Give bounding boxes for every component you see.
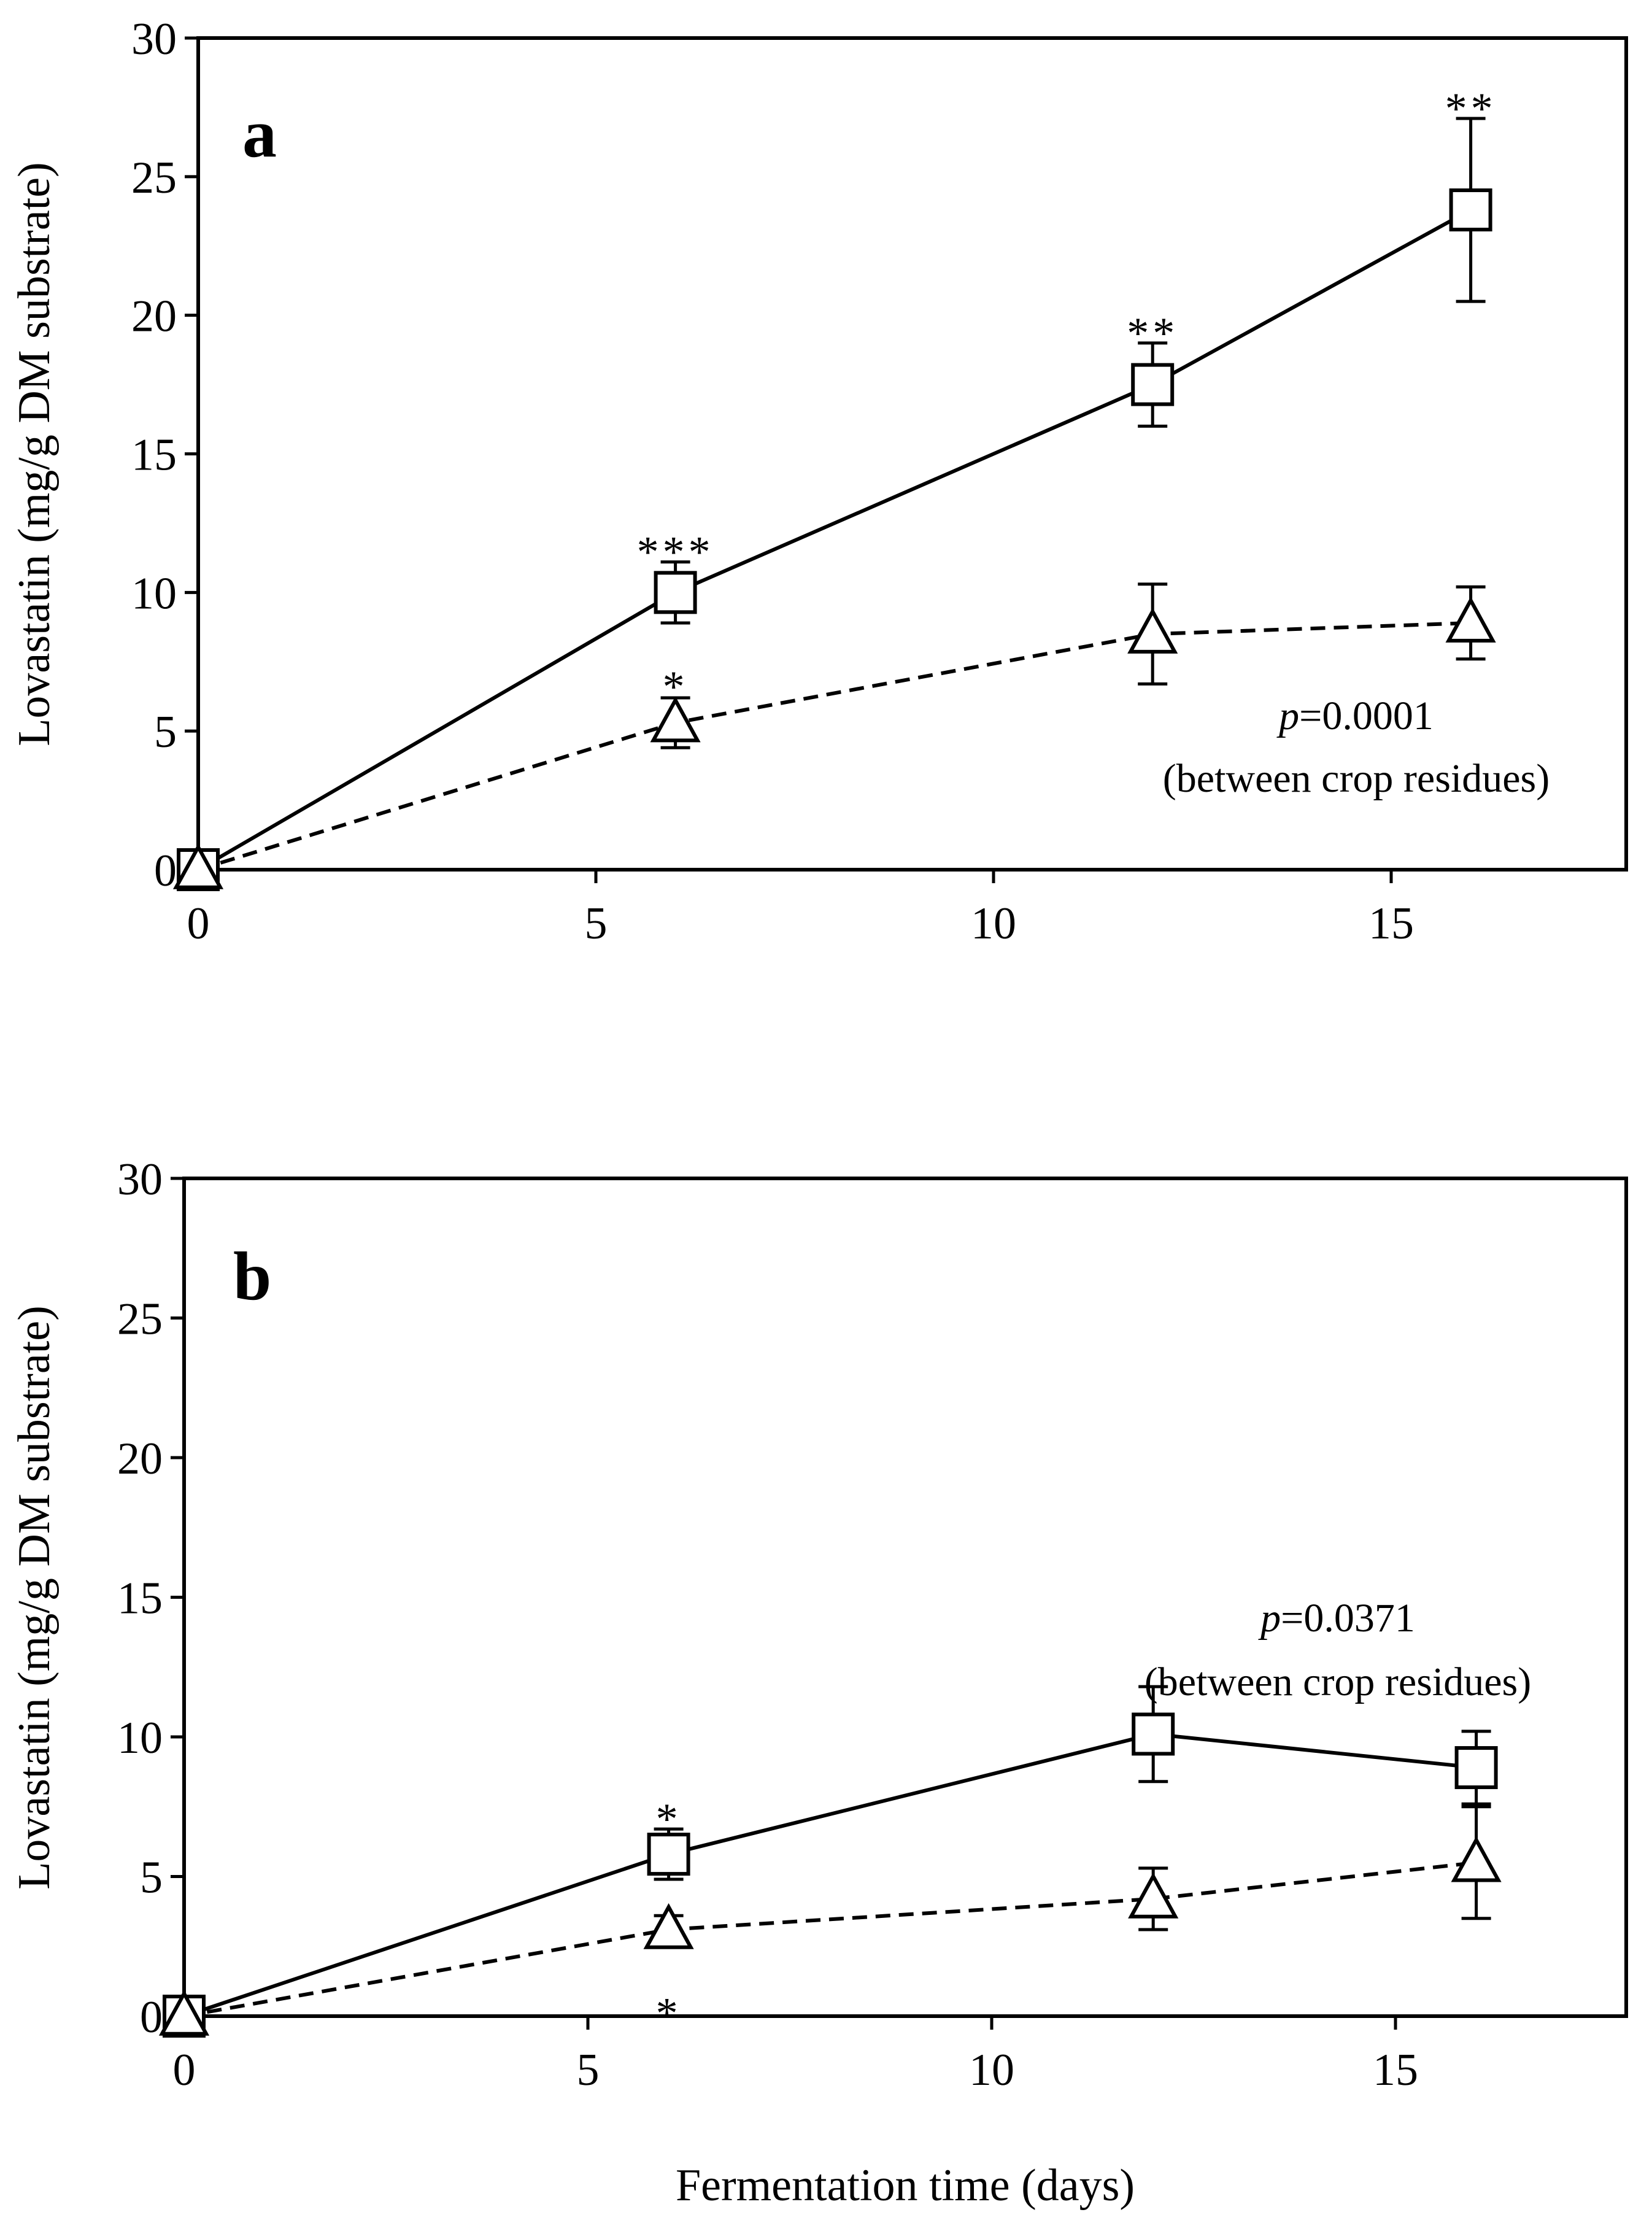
panel-b-p-value: p=0.0371 (1258, 1596, 1415, 1641)
panel-a-triangle-point (650, 696, 701, 743)
panel-a-square-point (654, 571, 697, 614)
panel-a-y-axis-title: Lovastatin (mg/g DM substrate) (9, 162, 60, 746)
panel-b-x-tick-label-15: 15 (1373, 2045, 1418, 2095)
panel-a-squares-significance-label: *** (637, 528, 714, 577)
panel-a-x-tick-label-10: 10 (971, 899, 1016, 949)
panel-b-p-note: (between crop residues) (1144, 1660, 1531, 1704)
panel-a-letter: a (242, 96, 277, 172)
panel-b-marks: ** (158, 1685, 1502, 2038)
panel-b-y-tick-label-30: 30 (117, 1154, 163, 1205)
panel-b-x-tick-label-0: 0 (173, 2045, 196, 2095)
panel-b-triangle-point (643, 1903, 694, 1949)
panel-b-square-point (1454, 1746, 1498, 1790)
panel-b-triangle-point (1451, 1836, 1502, 1882)
panel-a-p-symbol: p (1276, 694, 1299, 738)
panel-b-square-point (1132, 1712, 1175, 1756)
panel-a-y-tick-label-15: 15 (131, 430, 177, 481)
panel-a-y-tick-label-30: 30 (131, 14, 177, 64)
panel-a-y-tick-label-20: 20 (131, 292, 177, 342)
panel-b-y-tick-label-25: 25 (117, 1294, 163, 1345)
panel-b-y-tick-label-15: 15 (117, 1574, 163, 1624)
panel-b-square-point (647, 1833, 690, 1876)
panel-a-squares-significance-label: ** (1127, 309, 1178, 358)
panel-b-y-tick-label-5: 5 (140, 1853, 163, 1903)
panel-a-p-note: (between crop residues) (1163, 756, 1550, 801)
panel-b-x-tick-label-10: 10 (969, 2045, 1014, 2095)
panel-b-squares-significance-label: * (656, 1795, 682, 1844)
panel-a-squares-series-line (197, 208, 1472, 872)
panel-b-squares-series-line (183, 1732, 1476, 2018)
panel-a-square-point (1131, 363, 1175, 406)
panel-a-p-number: =0.0001 (1299, 694, 1434, 738)
panel-a-marks: ******** (172, 84, 1497, 891)
panel-a-ticks: 0 5 10 15 20 25 30 0 5 10 15 (131, 14, 1414, 949)
panel-a-y-tick-label-25: 25 (131, 153, 177, 203)
panel-b-triangle-point (1128, 1872, 1179, 1919)
panel-b-p-symbol: p (1258, 1596, 1281, 1641)
panel-b: b Lovastatin (mg/g DM substrate) p=0.037… (9, 1154, 1628, 2211)
panel-a-y-tick-label-10: 10 (131, 568, 177, 619)
panel-a-triangle-point (172, 843, 224, 889)
panel-b-triangles-series-line (183, 1860, 1476, 2018)
panel-b-x-axis-title: Fermentation time (days) (676, 2160, 1135, 2211)
panel-b-y-tick-label-20: 20 (117, 1434, 163, 1484)
panel-a-triangles-significance-label: * (663, 662, 689, 711)
panel-a-square-point (1449, 188, 1492, 232)
panel-a: a Lovastatin (mg/g DM substrate) p=0.000… (9, 14, 1628, 949)
panel-a-triangle-point (1127, 608, 1178, 654)
panel-b-triangles-significance-label: * (656, 1989, 682, 2038)
panel-b-letter: b (233, 1239, 271, 1315)
panel-a-y-tick-label-5: 5 (154, 707, 177, 757)
panel-a-x-tick-label-0: 0 (187, 899, 210, 949)
panel-a-triangles-series-line (198, 621, 1471, 872)
panel-a-triangle-point (1445, 596, 1496, 643)
panel-a-squares-significance-label: ** (1445, 84, 1497, 133)
panel-a-x-tick-label-5: 5 (585, 899, 608, 949)
panel-b-triangle-point (158, 1989, 210, 2036)
panel-a-p-value: p=0.0001 (1276, 694, 1434, 738)
panel-b-ticks: 0 5 10 15 20 25 30 0 5 10 15 (117, 1154, 1418, 2095)
panel-b-y-tick-label-10: 10 (117, 1713, 163, 1763)
panel-b-y-axis-title: Lovastatin (mg/g DM substrate) (9, 1305, 60, 1890)
panel-b-p-number: =0.0371 (1281, 1596, 1415, 1641)
panel-b-y-tick-label-0: 0 (140, 1992, 163, 2043)
panel-b-x-tick-label-5: 5 (577, 2045, 600, 2095)
panel-a-x-tick-label-15: 15 (1368, 899, 1414, 949)
panel-a-y-tick-label-0: 0 (154, 846, 177, 896)
